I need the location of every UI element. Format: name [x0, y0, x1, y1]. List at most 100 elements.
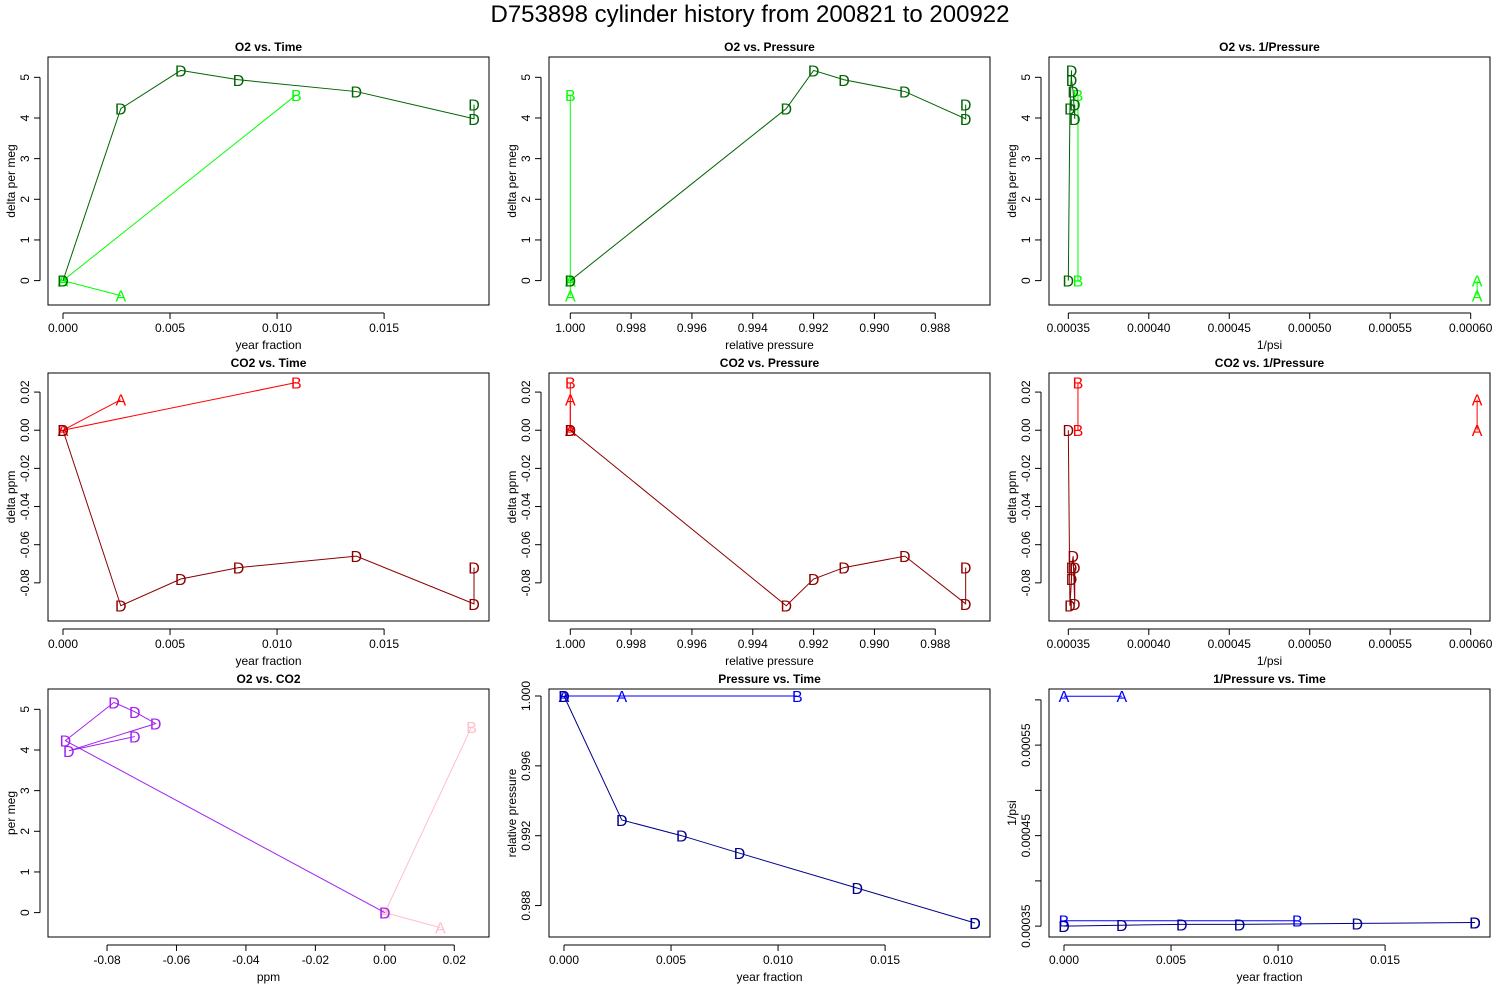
- chart-title: O2 vs. Time: [235, 40, 302, 54]
- y-axis-label: delta ppm: [505, 471, 519, 524]
- data-point-label: D: [969, 916, 981, 933]
- data-point-label: D: [960, 597, 972, 614]
- data-point-label: B: [58, 274, 69, 291]
- y-axis-label: delta per meg: [505, 144, 519, 217]
- y-axis-label: delta ppm: [4, 471, 18, 524]
- data-point-label: A: [435, 921, 446, 938]
- data-point-label: D: [379, 906, 391, 923]
- y-tick-label: 0.02: [18, 380, 32, 404]
- series-line-3: [1067, 70, 1076, 281]
- series-line-1: [62, 280, 121, 297]
- x-tick-label: 0.015: [369, 637, 399, 651]
- y-tick-label: -0.08: [18, 569, 32, 597]
- data-point-label: B: [291, 88, 302, 105]
- y-tick-label: -0.02: [519, 454, 533, 482]
- data-point-label: D: [960, 561, 972, 578]
- x-tick-label: 0.990: [859, 637, 889, 651]
- data-point-label: D: [1064, 102, 1076, 119]
- x-tick-label: 0.000: [549, 953, 579, 967]
- plot-frame: [47, 56, 490, 306]
- x-tick-label: 0.015: [870, 953, 900, 967]
- data-point-label: D: [60, 734, 72, 751]
- data-point-label: D: [1066, 572, 1078, 589]
- series-line-3: [64, 701, 386, 914]
- x-tick-label: 0.00040: [1127, 321, 1171, 335]
- x-tick-label: 0.005: [656, 953, 686, 967]
- y-tick-label: 3: [18, 787, 32, 794]
- x-axis-label: year fraction: [235, 338, 301, 352]
- x-tick-label: -0.06: [163, 953, 191, 967]
- x-tick-label: 0.00055: [1369, 321, 1413, 335]
- data-point-label: D: [233, 561, 245, 578]
- chart-panel-3: O2 vs. 1/Pressure 0.00035 0.00040 0.00045 0.…: [1005, 40, 1493, 352]
- y-tick-label: 0.00055: [1019, 723, 1033, 767]
- x-tick-label: 0.994: [738, 637, 768, 651]
- data-point-label: D: [1351, 916, 1363, 933]
- x-tick-label: -0.08: [93, 953, 121, 967]
- y-tick-label: 4: [519, 114, 533, 121]
- data-point-label: B: [1059, 914, 1070, 931]
- data-point-label: D: [1069, 561, 1081, 578]
- y-tick-label: 5: [18, 74, 32, 81]
- x-tick-label: 0.00045: [1208, 321, 1252, 335]
- y-tick-label: 1: [1019, 236, 1033, 243]
- plot-frame: [47, 688, 490, 938]
- x-axis-label: year fraction: [736, 970, 802, 984]
- data-point-label: D: [1067, 549, 1079, 566]
- chart-panel-9: 1/Pressure vs. Time 0.000 0.005 0.010 0.015 y…: [1005, 672, 1491, 984]
- y-tick-label: -0.04: [1019, 493, 1033, 521]
- y-tick-label: 0: [18, 277, 32, 284]
- data-point-label: B: [792, 689, 803, 706]
- data-point-label: D: [175, 63, 187, 80]
- x-tick-label: 0.00035: [1047, 321, 1091, 335]
- plot-frame: [548, 688, 991, 938]
- data-point-label: B: [1073, 88, 1084, 105]
- x-tick-label: 0.994: [738, 321, 768, 335]
- data-point-label: D: [780, 102, 792, 119]
- chart-title: O2 vs. Pressure: [724, 40, 815, 54]
- x-tick-label: 0.998: [616, 321, 646, 335]
- x-tick-label: 0.00050: [1288, 321, 1332, 335]
- data-point-label: A: [115, 393, 126, 410]
- x-tick-label: 0.000: [48, 637, 78, 651]
- y-tick-label: 0: [519, 277, 533, 284]
- y-tick-label: -0.06: [18, 531, 32, 559]
- chart-title: CO2 vs. Time: [231, 356, 307, 370]
- y-tick-label: -0.04: [18, 493, 32, 521]
- chart-title: CO2 vs. Pressure: [720, 356, 820, 370]
- data-point-label: D: [57, 274, 69, 291]
- data-point-label: A: [1472, 289, 1483, 306]
- data-point-label: D: [115, 102, 127, 119]
- x-tick-label: 0.998: [616, 637, 646, 651]
- data-point-label: B: [466, 720, 477, 737]
- y-tick-label: 3: [519, 155, 533, 162]
- data-point-label: D: [1066, 73, 1078, 90]
- x-tick-label: 0.992: [799, 637, 829, 651]
- chart-panel-6: CO2 vs. 1/Pressure 0.00035 0.00040 0.00045 0…: [1005, 356, 1493, 668]
- y-tick-label: 0.00: [18, 418, 32, 442]
- data-point-label: D: [565, 274, 577, 291]
- x-tick-label: 0.02: [443, 953, 467, 967]
- y-tick-label: 5: [1019, 74, 1033, 81]
- y-tick-label: 0.00045: [1019, 814, 1033, 858]
- data-point-label: B: [379, 906, 390, 923]
- x-tick-label: 1.000: [555, 637, 585, 651]
- data-point-label: A: [616, 689, 627, 706]
- x-axis-label: year fraction: [235, 654, 301, 668]
- data-point-label: D: [838, 561, 850, 578]
- data-point-label: A: [565, 423, 576, 440]
- chart-panel-1: O2 vs. Time 0.000 0.005 0.010 0.015 year frac…: [4, 40, 490, 352]
- chart-panel-2: O2 vs. Pressure 1.000 0.998 0.996 0.994 0.992…: [505, 40, 991, 352]
- data-point-label: D: [1116, 918, 1128, 935]
- x-tick-label: 0.010: [262, 321, 292, 335]
- y-tick-label: -0.06: [1019, 531, 1033, 559]
- data-point-label: D: [1469, 916, 1481, 933]
- y-tick-label: 1: [519, 236, 533, 243]
- y-axis-label: delta per meg: [4, 144, 18, 217]
- data-point-label: D: [63, 744, 75, 761]
- data-point-label: D: [57, 423, 69, 440]
- data-point-label: D: [1069, 112, 1081, 129]
- series-line-3: [569, 69, 967, 281]
- data-point-label: A: [115, 289, 126, 306]
